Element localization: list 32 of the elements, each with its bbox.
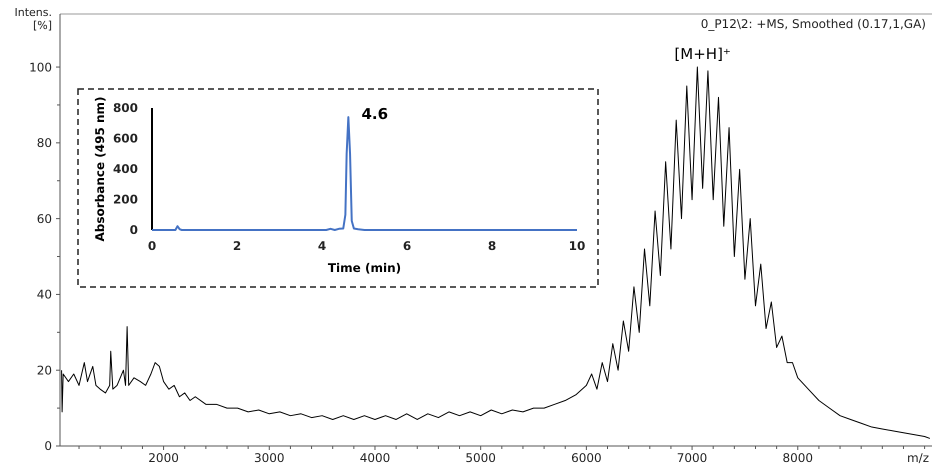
x-tick-label: 2 [232, 239, 242, 253]
annotation: [M+H]⁺ [674, 45, 731, 64]
annotation: 0_P12\2: +MS, Smoothed (0.17,1,GA) [700, 17, 926, 31]
x-tick-label: 0 [148, 239, 156, 253]
x-tick-label: 10 [568, 239, 586, 253]
x-tick-label: 8 [488, 239, 496, 253]
y-tick-label: 200 [112, 192, 138, 207]
x-tick-label: 4 [318, 239, 326, 253]
y-tick-label: 80 [36, 136, 52, 150]
x-tick-label: 4000 [360, 451, 390, 465]
y-tick-label: 0 [44, 439, 52, 454]
annotation: 4.6 [362, 105, 388, 124]
y-axis-title: Intens. [%] [14, 6, 52, 32]
y-tick-label: 100 [29, 60, 52, 74]
x-axis-title: Time (min) [328, 261, 402, 275]
line-series [61, 66, 930, 439]
y-tick-label: 0 [130, 223, 138, 238]
x-tick-label: 6 [402, 239, 412, 253]
y-tick-label: 20 [36, 363, 52, 378]
x-tick-label: 8000 [782, 451, 814, 465]
y-axis-title: Absorbance (495 nm) [93, 96, 107, 242]
x-axis-title: m/z [906, 451, 929, 465]
x-tick-label: 5000 [465, 451, 496, 465]
x-tick-label: 2000 [148, 451, 179, 465]
y-tick-label: 400 [112, 162, 138, 176]
y-tick-label: 800 [112, 101, 138, 116]
y-tick-label: 600 [112, 132, 138, 146]
x-tick-label: 7000 [676, 451, 708, 465]
y-tick-label: 40 [36, 288, 52, 302]
x-tick-label: 3000 [254, 451, 285, 465]
x-tick-label: 6000 [571, 451, 602, 465]
y-tick-label: 60 [36, 212, 52, 226]
